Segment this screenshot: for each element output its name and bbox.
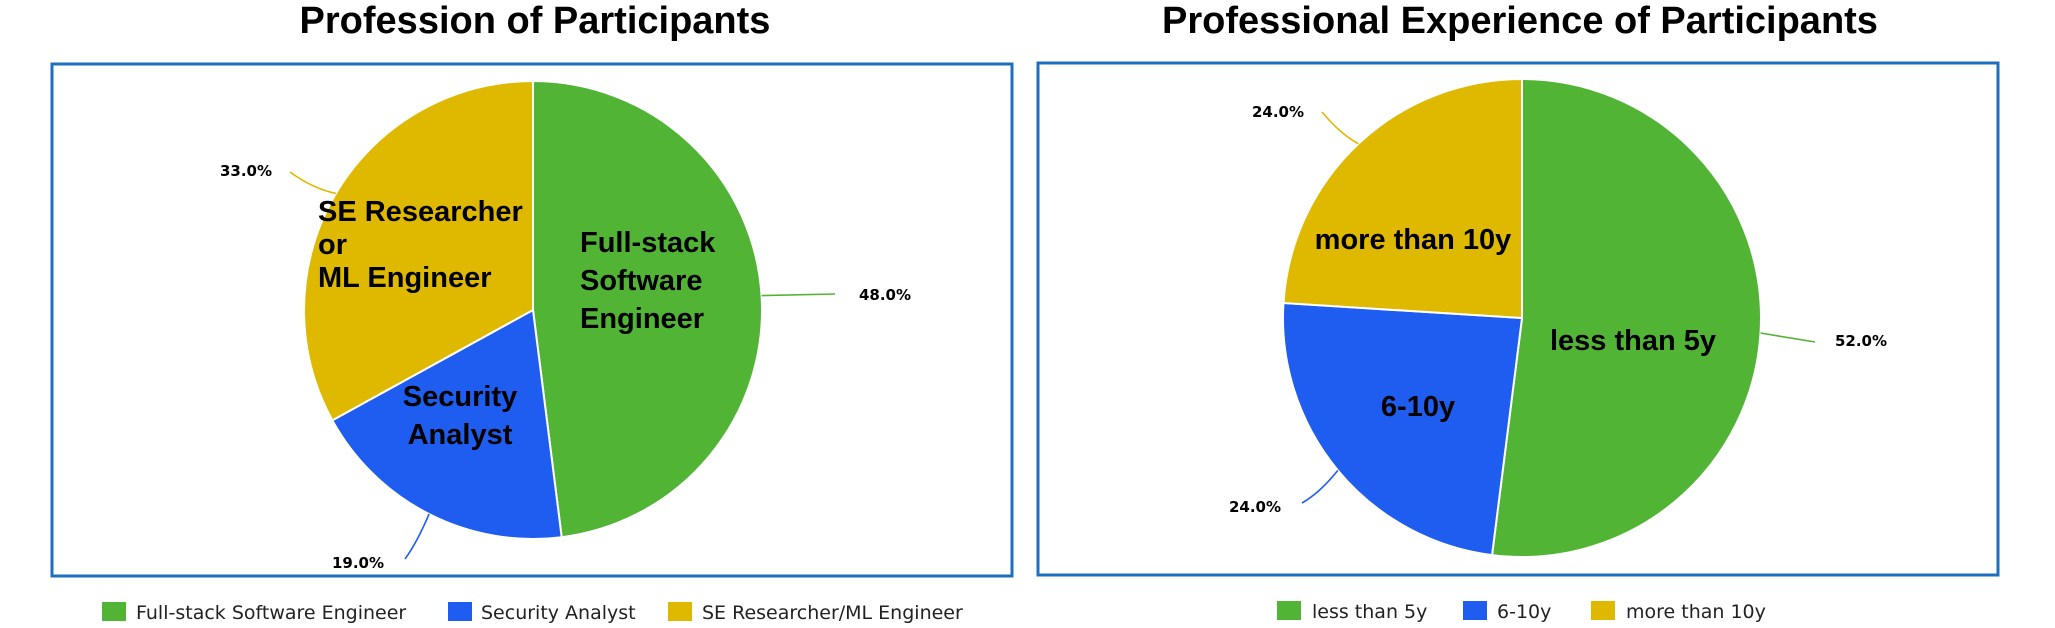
data-label: 24.0%: [1252, 103, 1304, 121]
pie-slice-6-10y: [1282, 301, 1524, 557]
chart-title: Profession of Participants: [300, 0, 771, 42]
legend-label: less than 5y: [1312, 601, 1427, 623]
data-label: 48.0%: [859, 286, 911, 304]
legend-label: 6-10y: [1497, 601, 1551, 623]
slice-label: more than 10y: [1315, 224, 1512, 256]
legend-swatch: [448, 602, 472, 621]
data-label: 52.0%: [1835, 332, 1887, 350]
leader-line: [289, 171, 337, 195]
legend: Full-stack Software Engineer Security Ana…: [102, 602, 963, 624]
leader-line: [404, 513, 430, 560]
pie-chart: 52.0% less than 5y 24.0% 6-10y 24.0% more tha…: [1229, 77, 1887, 558]
leader-line: [1321, 111, 1359, 145]
pie-slice-security-analyst: [330, 308, 563, 540]
data-label: 33.0%: [220, 162, 272, 180]
legend-label: Full-stack Software Engineer: [136, 602, 406, 624]
legend-label: more than 10y: [1626, 601, 1766, 623]
chart-frame: [1036, 61, 2000, 577]
legend-swatch: [102, 602, 126, 621]
legend-swatch: [668, 602, 692, 621]
leader-line: [1301, 469, 1339, 504]
slice-label: Security Analyst: [403, 381, 517, 451]
pie-slice-more-than-10y: [1282, 77, 1523, 320]
slice-label: Full-stack Software Engineer: [580, 227, 716, 335]
slice-label: SE Researcher or ML Engineer: [318, 196, 523, 294]
pie-chart: 48.0% Full-stack Software Engineer 19.0% Secu…: [220, 79, 911, 572]
chart-frame: [50, 62, 1014, 578]
pie-slice-full-stack-software-engineer: [532, 79, 763, 539]
legend-swatch: [1277, 601, 1301, 620]
chart-experience: Professional Experience of Participants …: [1036, 0, 2000, 623]
legend-swatch: [1463, 601, 1487, 620]
leader-line: [761, 293, 836, 297]
slice-label: less than 5y: [1550, 325, 1716, 357]
pie-slice-less-than-5y: [1490, 77, 1762, 558]
legend-label: Security Analyst: [481, 602, 636, 624]
legend-label: SE Researcher/ML Engineer: [702, 602, 963, 624]
chart-profession: Profession of Participants 48.0% Full-sta…: [50, 0, 1014, 624]
legend-swatch: [1591, 601, 1615, 620]
data-label: 24.0%: [1229, 498, 1281, 516]
slice-label: 6-10y: [1381, 391, 1455, 423]
chart-title: Professional Experience of Participants: [1162, 0, 1878, 42]
data-label: 19.0%: [332, 554, 384, 572]
legend: less than 5y 6-10y more than 10y: [1277, 601, 1766, 623]
leader-line: [1760, 332, 1816, 343]
